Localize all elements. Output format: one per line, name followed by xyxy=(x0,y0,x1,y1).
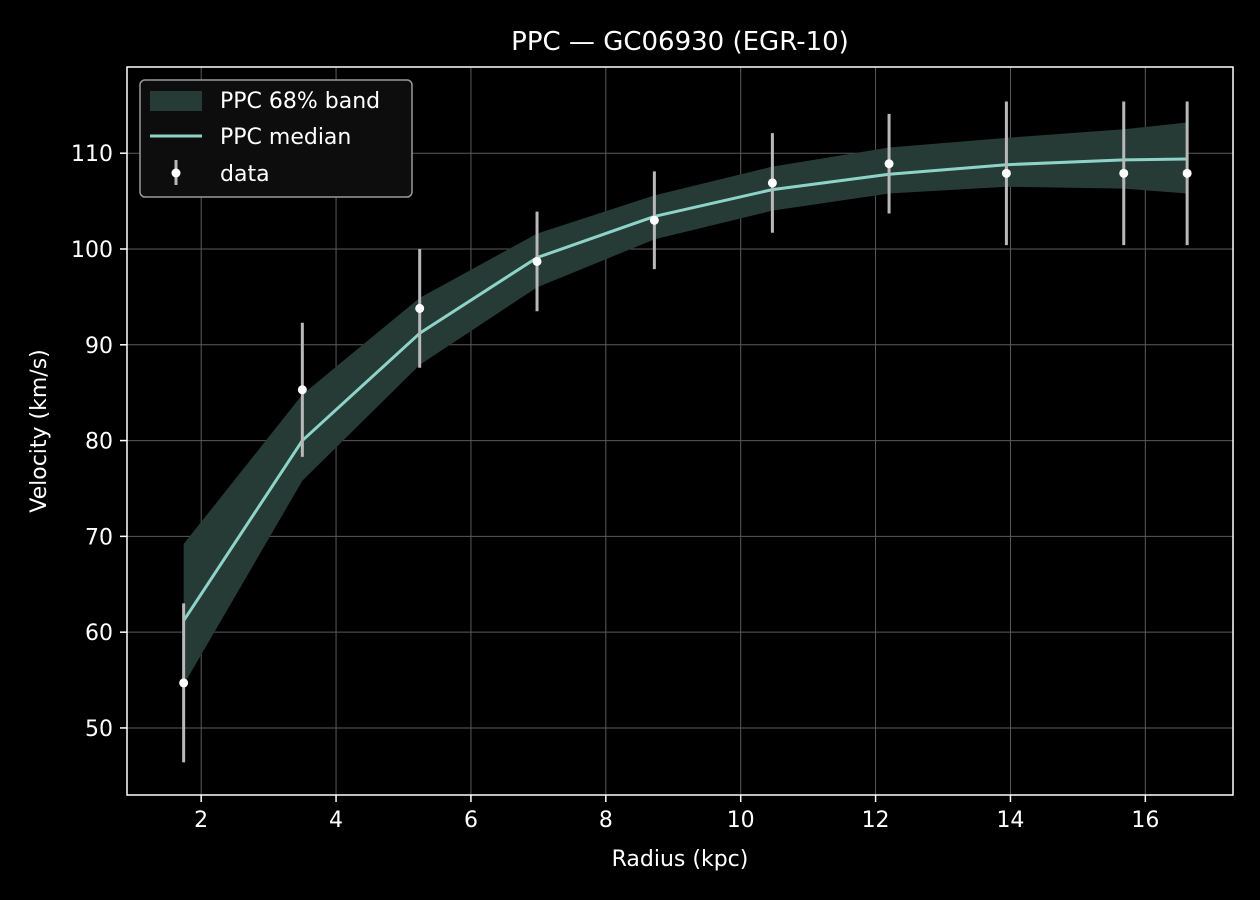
ppc-68-band xyxy=(183,122,1188,685)
legend: PPC 68% band PPC median data xyxy=(139,79,413,198)
data-point xyxy=(767,178,777,188)
y-tick-label: 70 xyxy=(85,525,113,550)
chart-title: PPC — GC06930 (EGR-10) xyxy=(511,27,849,57)
y-tick-label: 60 xyxy=(85,621,113,646)
ppc-median-line xyxy=(182,157,1188,622)
legend-frame xyxy=(139,79,413,198)
data-point xyxy=(649,215,659,225)
legend-band-swatch xyxy=(150,91,202,111)
x-tick-label: 12 xyxy=(862,808,890,833)
y-tick-label: 90 xyxy=(85,334,113,359)
legend-data-marker xyxy=(171,168,181,178)
ppc-median-layer xyxy=(182,157,1188,622)
x-tick-label: 2 xyxy=(194,808,208,833)
data-point xyxy=(415,303,425,313)
data-point xyxy=(1182,168,1192,178)
legend-median-label: PPC median xyxy=(220,125,351,150)
data-point xyxy=(297,385,307,395)
data-point xyxy=(1001,168,1011,178)
y-tick-label: 50 xyxy=(85,717,113,742)
plot-frame xyxy=(126,66,1234,796)
data-point xyxy=(532,256,542,266)
y-tick-label: 80 xyxy=(85,430,113,455)
x-tick-label: 16 xyxy=(1131,808,1159,833)
x-tick-label: 14 xyxy=(996,808,1024,833)
legend-band-label: PPC 68% band xyxy=(220,89,380,114)
x-tick-label: 10 xyxy=(727,808,755,833)
data-point xyxy=(884,159,894,169)
data-point xyxy=(179,678,189,688)
y-tick-label: 100 xyxy=(71,238,113,263)
data-point xyxy=(1119,168,1129,178)
x-tick-label: 6 xyxy=(464,808,478,833)
legend-data-label: data xyxy=(220,162,270,187)
x-tick-label: 4 xyxy=(329,808,343,833)
y-tick-label: 110 xyxy=(71,142,113,167)
x-axis-label: Radius (kpc) xyxy=(612,847,749,872)
data-layer xyxy=(179,101,1192,763)
y-axis-label: Velocity (km/s) xyxy=(27,349,52,513)
x-axis-ticks: 2 4 6 8 10 12 14 16 xyxy=(194,795,1159,833)
x-tick-label: 8 xyxy=(599,808,613,833)
y-axis-ticks: 50 60 70 80 90 100 110 xyxy=(71,142,127,742)
ppc-band-layer xyxy=(183,122,1188,685)
